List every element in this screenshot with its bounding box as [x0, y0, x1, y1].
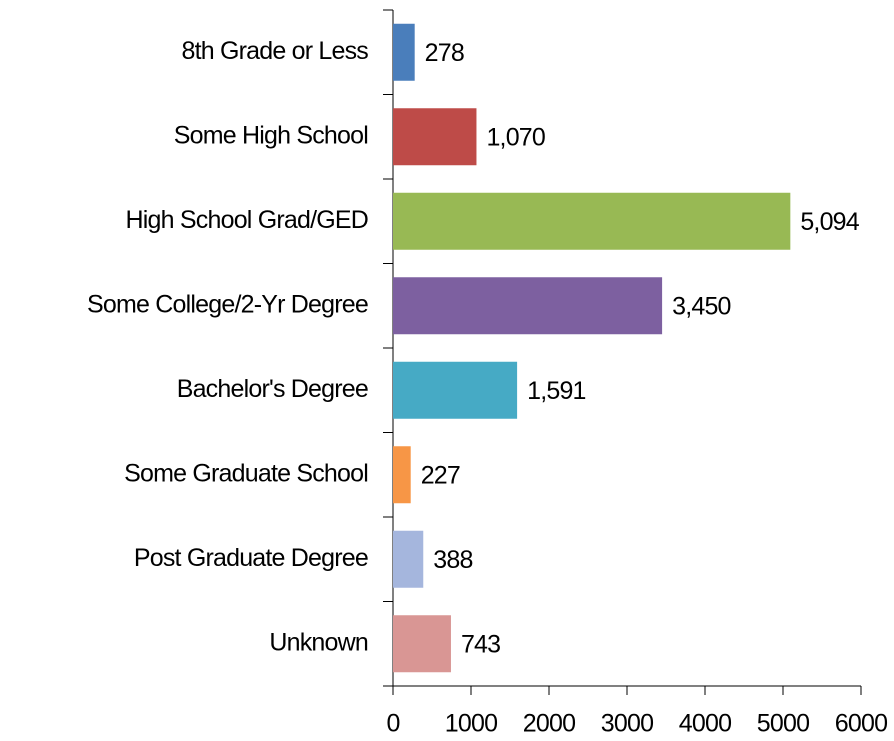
bar [393, 277, 663, 335]
x-tick-label: 6000 [835, 710, 887, 738]
category-label: 8th Grade or Less [181, 37, 368, 65]
x-tick-label: 0 [386, 710, 399, 738]
value-label: 388 [433, 546, 472, 574]
x-tick-label: 1000 [445, 710, 497, 738]
value-label: 5,094 [800, 208, 859, 236]
x-tick-label: 2000 [523, 710, 575, 738]
x-tick-label: 4000 [679, 710, 731, 738]
value-label: 3,450 [672, 292, 731, 320]
category-label: Some College/2-Yr Degree [87, 290, 368, 318]
bar [393, 530, 424, 588]
bar [393, 192, 791, 250]
x-tick-label: 5000 [757, 710, 809, 738]
value-label: 1,070 [486, 123, 545, 151]
value-label: 278 [425, 39, 464, 67]
bar [393, 615, 451, 673]
bar [393, 23, 415, 81]
x-tick-label: 3000 [601, 710, 653, 738]
category-label: Post Graduate Degree [134, 544, 368, 572]
category-label: Some High School [174, 121, 368, 149]
value-label: 743 [461, 630, 500, 658]
value-label: 1,591 [527, 377, 586, 405]
bar [393, 361, 518, 419]
category-label: Some Graduate School [124, 459, 368, 487]
category-label: Bachelor's Degree [177, 375, 368, 403]
value-label: 227 [421, 461, 460, 489]
bar [393, 108, 477, 166]
bar [393, 446, 411, 504]
category-label: Unknown [269, 628, 368, 656]
category-label: High School Grad/GED [126, 206, 368, 234]
